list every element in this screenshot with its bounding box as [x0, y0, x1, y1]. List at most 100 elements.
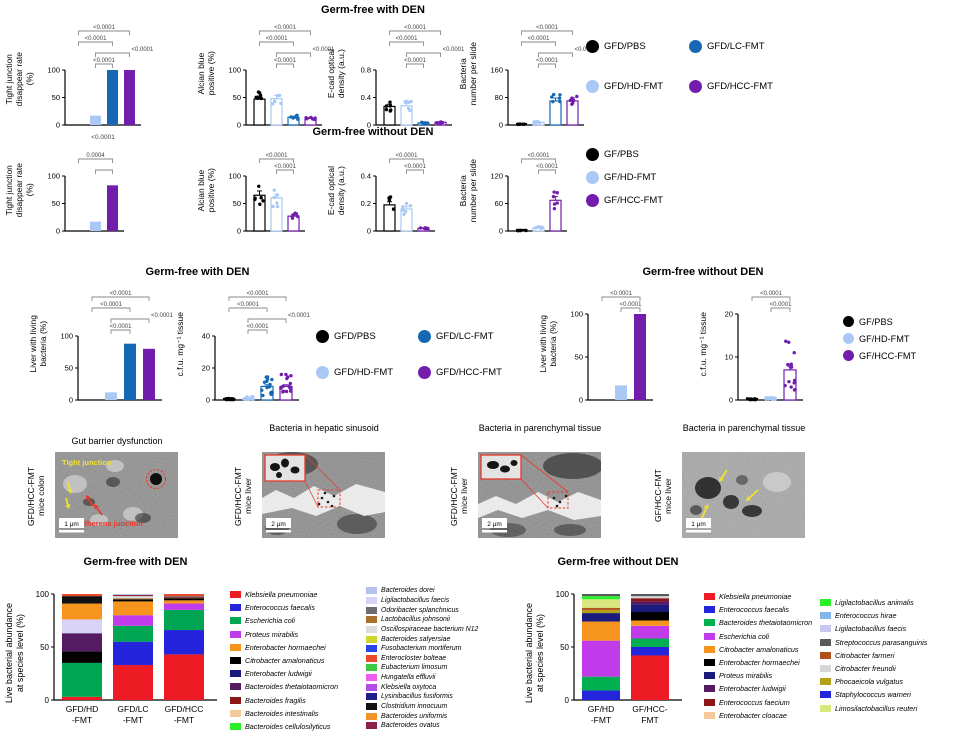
em-side-label-3: GFD/HCC-FMT mice liver: [449, 452, 469, 540]
p-value-label: <0.0001: [237, 302, 260, 308]
chart-canvas: 0 50 100 <0.0001 <0.0001 <0.0001 <0.0001 <0.000…: [47, 25, 154, 141]
legend-item: Staphylococcus warneri: [820, 688, 927, 701]
legend-gf-species-col1: Klebsiella pneumoniae Enterococcus faecal…: [704, 590, 812, 722]
em-micrograph: 2 μm: [478, 452, 603, 538]
em-title-parenchymal-1: Bacteria in parenchymal tissue: [478, 423, 602, 433]
legend-label: Citrobacter amalonaticus: [245, 656, 325, 666]
bars-group: [383, 195, 430, 232]
legend-item: Bacteroides ovatus: [366, 721, 478, 731]
legend-swatch: [366, 654, 377, 662]
legend-swatch: [704, 645, 715, 653]
legend-item: Hungatella effluvii: [366, 673, 478, 683]
legend-gf-groups-mid: GF/PBS GF/HD-FMT GF/HCC-FMT: [843, 316, 916, 361]
chart-stacked-abundance-den: Live bacterial abundance at species level…: [4, 574, 225, 732]
bars-group: [383, 99, 447, 126]
legend-label: GFD/LC-FMT: [436, 330, 494, 342]
svg-text:120: 120: [491, 172, 504, 181]
legend-item: Enterococcus faecium: [704, 696, 812, 709]
legend-swatch: [366, 616, 377, 624]
legend-label: Bacteroides cellulosilyticus: [245, 721, 331, 731]
legend-item: Enterococcus faecalis: [230, 601, 338, 614]
legend-label: Enterobacter hormaechei: [245, 642, 326, 652]
y-axis-label: Liver with living bacteria (%): [28, 315, 49, 373]
legend-label: Ligilactobacillus faecis: [381, 596, 450, 604]
p-value-label: <0.0001: [266, 153, 289, 159]
stack-segment: [163, 596, 204, 598]
scatter-dots: [419, 226, 430, 231]
legend-label: Proteus mirabilis: [245, 629, 299, 639]
legend-swatch: [704, 711, 715, 719]
legend-swatch: [366, 635, 377, 643]
stack-segment: [581, 613, 620, 622]
chart-canvas: 0 50 100 <0.0001 <0.0001: [229, 153, 306, 236]
stack-segment: [112, 665, 153, 700]
svg-text:100: 100: [571, 310, 584, 319]
x-category-label: -FMT: [122, 715, 142, 725]
y-axis-label: c.f.u. mg⁻¹ tissue: [698, 311, 708, 377]
em-side-line2: mice colon: [36, 475, 47, 517]
chart-ecad-density-den: E-cad optical density (a.u.) 0 0.4 0.8 <0.000…: [326, 14, 474, 133]
chart-stacked-abundance-gf: Live bacterial abundance at species level…: [524, 574, 690, 732]
legend-item: GFD/HCC-FMT: [689, 79, 773, 93]
legend-swatch: [689, 39, 702, 53]
chart-alcian-blue-den: Alcian blue positive (%) 0 50 100 <0.0001 <0.0…: [196, 14, 344, 133]
p-value-label: <0.0001: [110, 291, 133, 297]
legend-swatch: [366, 606, 377, 614]
legend-swatch: [843, 333, 854, 344]
legend-swatch: [586, 148, 599, 161]
legend-item: Proteus mirabilis: [230, 628, 338, 641]
legend-swatch: [230, 643, 241, 651]
legend-item: Proteus mirabilis: [704, 669, 812, 682]
svg-text:100: 100: [47, 66, 60, 75]
legend-swatch: [316, 329, 329, 343]
legend-swatch: [366, 587, 377, 595]
scatter-dots: [569, 94, 579, 106]
scatter-dots: [271, 93, 283, 106]
p-value-label: <0.0001: [93, 25, 116, 31]
scatter-dots: [783, 339, 797, 392]
stack-segment: [630, 604, 669, 613]
svg-text:0: 0: [499, 227, 503, 236]
stack-segment: [112, 594, 153, 596]
p-value-label: <0.0001: [100, 302, 123, 308]
chart-canvas: 0 50 100 0.0004: [47, 153, 124, 236]
legend-label: Enterococcus faecalis: [245, 603, 315, 613]
stacked-bar: [581, 594, 620, 700]
em-side-line1: GFD/HCC-FMT: [449, 466, 459, 526]
legend-item: Bacteroides fragilis: [230, 694, 338, 707]
svg-text:60: 60: [495, 199, 503, 208]
legend-label: Citrobacter freundii: [835, 664, 896, 674]
scatter-dots: [550, 92, 563, 104]
legend-swatch: [704, 685, 715, 693]
p-value-label: <0.0001: [404, 164, 427, 170]
em-side-line1: GFD/HCC-FMT: [26, 466, 36, 526]
stack-segment: [163, 609, 204, 631]
bar: [89, 115, 101, 125]
bars-group: [516, 190, 562, 233]
em-side-line2: mice liver: [459, 478, 470, 514]
legend-den-groups-top: GFD/PBS GFD/LC-FMT GFD/HD-FMT GFD/HCC-FMT: [586, 26, 773, 106]
stack-segment: [630, 612, 669, 621]
dashed-highlight-box: [547, 491, 569, 509]
section-title-gf-top: Germ-free without DEN: [312, 126, 434, 138]
bars-group: [746, 339, 797, 402]
svg-text:50: 50: [40, 643, 49, 652]
svg-text:50: 50: [51, 93, 59, 102]
legend-item: GF/HD-FMT: [586, 171, 663, 184]
stack-segment: [112, 601, 153, 616]
chart-liver-living-bacteria-den: Liver with living bacteria (%) 0 50 100 <0.00…: [28, 280, 184, 408]
legend-item: GF/PBS: [586, 148, 663, 161]
legend-label: GFD/HD-FMT: [604, 80, 664, 92]
legend-item: Klebsiella pneumoniae: [230, 588, 338, 601]
legend-swatch: [704, 698, 715, 706]
svg-text:50: 50: [560, 643, 569, 652]
em-image-parenchymal-1: 2 μm: [478, 452, 603, 543]
svg-text:0: 0: [237, 121, 241, 130]
legend-swatch: [586, 79, 599, 93]
legend-den-groups-mid: GFD/PBS GFD/LC-FMT GFD/HD-FMT GFD/HCC-FMT: [316, 318, 502, 390]
legend-swatch: [820, 665, 831, 673]
x-category-label: GFD/HD: [65, 704, 98, 714]
scatter-dots: [224, 396, 236, 402]
stack-segment: [112, 599, 153, 602]
